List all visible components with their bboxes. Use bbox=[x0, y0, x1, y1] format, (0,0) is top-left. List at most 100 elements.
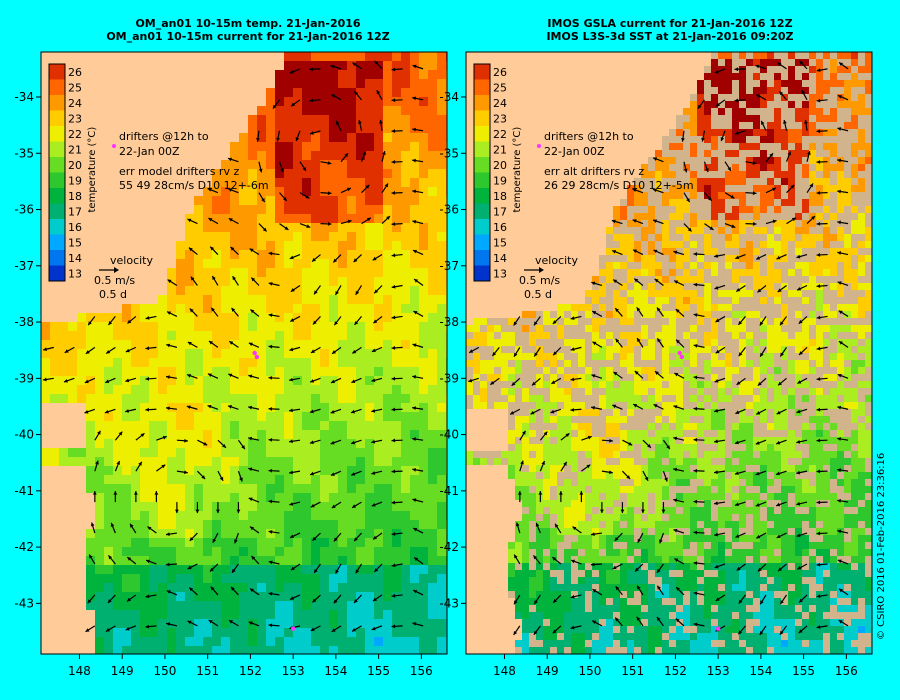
current-arrowhead bbox=[661, 509, 666, 514]
current-arrowhead bbox=[391, 315, 396, 320]
colorbar-tick-label: 16 bbox=[68, 221, 82, 234]
current-arrowhead bbox=[391, 500, 396, 505]
current-arrowhead bbox=[626, 475, 631, 479]
current-arrowhead bbox=[208, 619, 213, 624]
current-arrowhead bbox=[327, 161, 332, 165]
altimetry-current-vectors bbox=[468, 60, 849, 636]
current-arrowhead bbox=[570, 407, 575, 412]
current-arrowhead bbox=[373, 535, 377, 540]
current-arrowhead bbox=[807, 151, 811, 155]
current-arrowhead bbox=[187, 565, 192, 570]
current-arrowhead bbox=[125, 409, 130, 413]
current-arrowhead bbox=[330, 440, 335, 445]
current-arrowhead bbox=[613, 279, 618, 284]
current-arrowhead bbox=[331, 628, 336, 632]
colorbar-tick-label: 13 bbox=[493, 267, 507, 280]
current-arrowhead bbox=[572, 526, 577, 531]
current-arrowhead bbox=[656, 617, 661, 621]
current-arrowhead bbox=[290, 318, 295, 322]
current-arrowhead bbox=[693, 375, 698, 380]
current-arrowhead bbox=[735, 410, 740, 414]
current-arrowhead bbox=[837, 95, 842, 99]
current-arrowhead bbox=[837, 373, 842, 378]
current-arrowhead bbox=[309, 440, 314, 445]
colorbar-tick-label: 26 bbox=[68, 66, 82, 79]
current-arrowhead bbox=[673, 405, 678, 409]
current-arrowhead bbox=[714, 439, 718, 444]
current-arrowhead bbox=[676, 339, 680, 344]
current-arrowhead bbox=[520, 460, 524, 465]
current-arrowhead bbox=[563, 461, 567, 466]
current-arrowhead bbox=[510, 411, 515, 415]
left-title-line-1: OM_an01 10-15m temp. 21-Jan-2016 bbox=[135, 17, 361, 30]
current-arrowhead bbox=[314, 568, 318, 573]
current-arrowhead bbox=[653, 219, 657, 223]
current-arrowhead bbox=[687, 227, 692, 232]
current-arrowhead bbox=[752, 191, 757, 196]
current-arrowhead bbox=[161, 464, 166, 469]
current-arrowhead bbox=[517, 491, 522, 495]
current-arrowhead bbox=[187, 218, 192, 223]
current-arrowhead bbox=[780, 321, 784, 326]
current-arrowhead bbox=[234, 539, 238, 544]
current-arrowhead bbox=[612, 250, 617, 254]
current-arrowhead bbox=[413, 528, 418, 532]
current-arrowhead bbox=[309, 131, 314, 135]
colorbar-tick-label: 20 bbox=[68, 159, 82, 172]
current-arrowhead bbox=[290, 288, 295, 292]
current-arrowhead bbox=[249, 588, 254, 593]
current-arrowhead bbox=[752, 161, 757, 165]
current-arrowhead bbox=[327, 221, 332, 226]
current-arrowhead bbox=[734, 67, 739, 72]
y-tick-label: -43 bbox=[14, 596, 34, 610]
colorbar-tick-label: 17 bbox=[68, 205, 82, 218]
y-tick-label: -40 bbox=[439, 428, 459, 442]
current-arrowhead bbox=[697, 104, 702, 109]
current-arrowhead bbox=[513, 352, 518, 357]
current-arrowhead bbox=[289, 377, 293, 382]
y-tick-label: -37 bbox=[439, 259, 459, 273]
colorbar-tick-label: 23 bbox=[68, 112, 82, 125]
legend-legend-drifters-1: drifters @12h to bbox=[119, 130, 209, 143]
current-arrowhead bbox=[374, 568, 379, 572]
current-arrowhead bbox=[335, 569, 339, 574]
current-arrowhead bbox=[636, 307, 641, 312]
current-arrowhead bbox=[553, 598, 558, 603]
colorbar-tick-label: 22 bbox=[493, 128, 507, 141]
current-arrowhead bbox=[230, 586, 235, 591]
current-arrowhead bbox=[391, 593, 396, 598]
y-tick-label: -37 bbox=[14, 259, 34, 273]
left-map-panel: 148 149 150 151 152 153 154 155 156 -34 -35 -36 -37 -… bbox=[14, 51, 448, 678]
current-arrowhead bbox=[816, 252, 821, 257]
current-arrowhead bbox=[693, 530, 698, 535]
current-arrowhead bbox=[376, 90, 381, 95]
colorbar-swatch bbox=[474, 110, 490, 127]
colorbar-tick-label: 25 bbox=[493, 81, 507, 94]
current-arrowhead bbox=[693, 252, 698, 256]
current-arrowhead bbox=[248, 621, 253, 625]
current-arrowhead bbox=[146, 559, 151, 564]
y-tick-label: -39 bbox=[14, 371, 34, 385]
current-arrowhead bbox=[63, 378, 68, 383]
current-arrowhead bbox=[570, 347, 575, 352]
current-arrowhead bbox=[637, 538, 642, 543]
drifter-legend-marker bbox=[537, 144, 541, 148]
current-arrowhead bbox=[636, 616, 641, 621]
current-arrowhead bbox=[776, 502, 781, 507]
current-arrowhead bbox=[816, 438, 821, 443]
current-arrowhead bbox=[736, 381, 741, 385]
current-arrowhead bbox=[816, 98, 821, 103]
current-arrowhead bbox=[673, 498, 678, 503]
current-arrowhead bbox=[166, 622, 171, 627]
drifter-marker bbox=[715, 626, 721, 631]
current-arrowhead bbox=[637, 338, 641, 343]
current-arrowhead bbox=[95, 460, 99, 465]
legend-velocity-duration: 0.5 d bbox=[99, 288, 127, 301]
current-arrowhead bbox=[533, 321, 538, 326]
current-arrowhead bbox=[412, 467, 417, 472]
x-tick-label: 148 bbox=[68, 664, 91, 678]
colorbar-tick-label: 26 bbox=[493, 66, 507, 79]
current-arrowhead bbox=[760, 352, 764, 357]
current-arrowhead bbox=[414, 557, 419, 562]
current-arrowhead bbox=[755, 64, 760, 69]
